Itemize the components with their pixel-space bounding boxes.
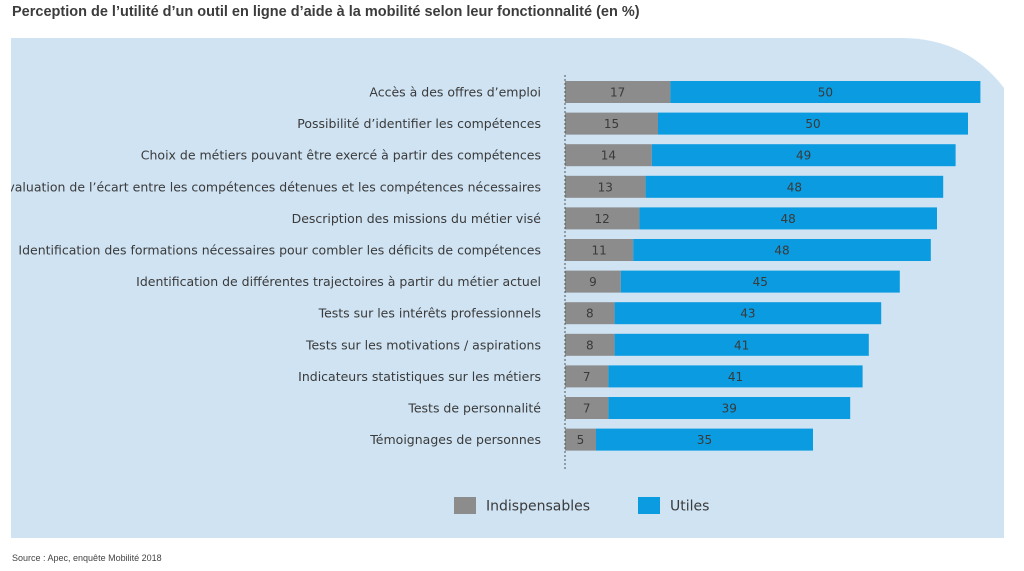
value-label-indispensables: 7 [583,370,591,384]
bar-utiles [658,112,968,135]
bar-indispensables [565,333,615,356]
bar-utiles [614,333,869,356]
value-label-utiles: 41 [728,370,743,384]
category-label: Identification des formations nécessaire… [18,243,541,258]
value-label-indispensables: 7 [583,402,591,416]
bar-utiles [633,239,931,261]
bar-indispensables [565,81,671,103]
value-label-indispensables: 8 [586,338,594,352]
legend-label-utiles: Utiles [670,499,709,515]
value-label-indispensables: 17 [610,86,625,100]
chart-legend: Indispensables Utiles [454,497,709,515]
category-label: Evaluation de l’écart entre les compéten… [11,179,541,194]
bar-indispensables [565,175,646,198]
bar-utiles [614,302,882,325]
value-label-utiles: 35 [697,433,712,447]
value-label-indispensables: 12 [595,212,610,226]
value-label-utiles: 41 [734,338,749,352]
bar-indispensables [565,144,652,167]
category-label: Possibilité d’identifier les compétences [297,116,541,131]
category-label: Tests sur les intérêts professionnels [318,306,541,321]
bar-indispensables [565,365,609,388]
value-label-indispensables: 5 [577,433,585,447]
legend-swatch-indispensables [454,497,476,514]
value-label-utiles: 49 [796,149,811,163]
category-label: Tests sur les motivations / aspirations [305,337,541,352]
bar-utiles [620,270,900,293]
bar-indispensables [565,112,658,135]
value-label-utiles: 45 [753,275,768,289]
bar-utiles [670,81,981,103]
value-label-utiles: 48 [781,212,796,226]
value-label-utiles: 43 [740,307,755,321]
value-label-indispensables: 9 [589,275,597,289]
category-label: Tests de personnalité [407,401,541,416]
bar-utiles [608,397,851,419]
value-label-utiles: 48 [774,244,789,258]
category-label: Indicateurs statistiques sur les métiers [298,369,541,384]
value-label-utiles: 39 [722,402,737,416]
bar-utiles [596,428,813,451]
value-label-utiles: 50 [805,117,820,131]
bar-indispensables [565,428,596,451]
bar-indispensables [565,239,634,261]
category-label: Choix de métiers pouvant être exercé à p… [141,148,541,163]
category-label: Description des missions du métier visé [292,211,542,226]
value-label-utiles: 48 [787,180,802,194]
bar-indispensables [565,270,621,293]
chart-panel: Accès à des offres d’emploi 17 50 Possibili… [11,38,1004,538]
legend-label-indispensables: Indispensables [486,499,590,515]
bar-utiles [651,144,956,167]
bar-indispensables [565,207,640,230]
category-label: Témoignages de personnes [369,432,541,447]
bar-utiles [608,365,863,388]
value-label-indispensables: 13 [598,180,613,194]
chart-title: Perception de l’utilité d’un outil en li… [12,4,640,20]
category-label: Accès à des offres d’emploi [369,85,541,100]
value-label-indispensables: 8 [586,307,594,321]
value-label-indispensables: 15 [604,117,619,131]
value-label-indispensables: 14 [601,149,616,163]
bar-indispensables [565,397,609,419]
source-note: Source : Apec, enquête Mobilité 2018 [12,553,162,563]
bar-utiles [645,175,944,198]
chart-rows: Accès à des offres d’emploi 17 50 Possibili… [11,81,981,451]
legend-swatch-utiles [638,497,660,514]
value-label-indispensables: 11 [591,244,606,258]
value-label-utiles: 50 [818,86,833,100]
category-label: Identification de différentes trajectoir… [136,274,541,289]
bar-utiles [639,207,937,230]
bar-indispensables [565,302,615,325]
